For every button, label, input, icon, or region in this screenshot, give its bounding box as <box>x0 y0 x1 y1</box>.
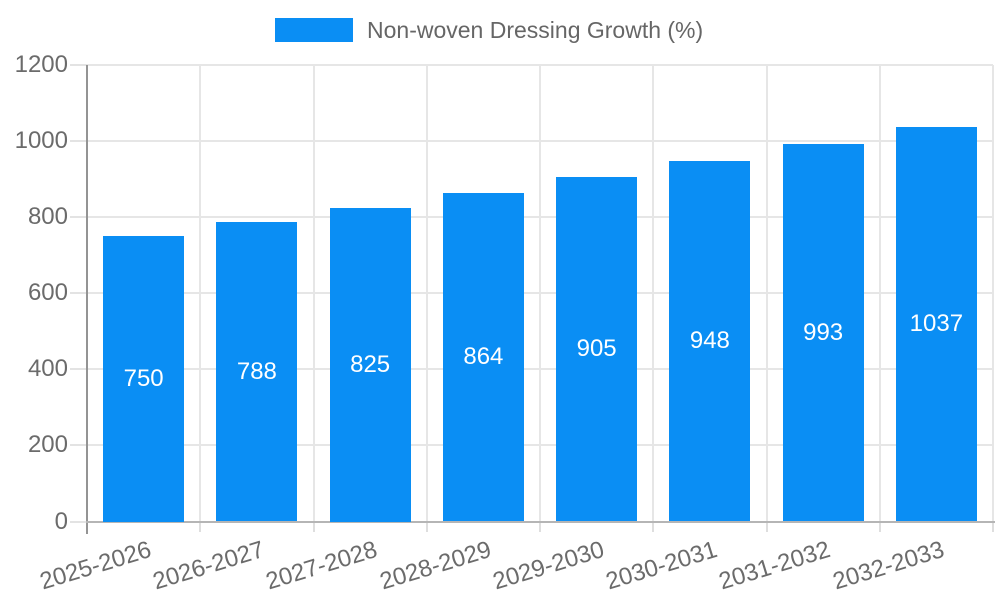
x-axis-tick-label: 2030-2031 <box>602 536 721 596</box>
bar-2028-2029[interactable] <box>442 192 524 522</box>
x-axis-line <box>86 520 995 523</box>
bar-2032-2033[interactable] <box>895 127 977 522</box>
x-axis-tick <box>199 521 202 532</box>
y-axis-tick <box>70 64 87 66</box>
bar-2029-2030[interactable] <box>556 177 638 522</box>
bar-value-label: 948 <box>689 327 730 355</box>
y-axis-tick <box>70 140 87 143</box>
bar-2025-2026[interactable] <box>103 236 185 522</box>
x-axis-tick-label: 2029-2030 <box>489 536 608 596</box>
bar-2027-2028[interactable] <box>329 207 411 522</box>
x-axis-tick <box>425 521 428 532</box>
gridline-vertical <box>765 65 768 522</box>
x-axis-tick-label: 2028-2029 <box>376 536 494 596</box>
bar-2031-2032[interactable] <box>782 143 864 522</box>
y-axis-tick-label: 400 <box>27 355 68 383</box>
gridline-vertical <box>199 65 202 522</box>
bar-2026-2027[interactable] <box>216 221 298 522</box>
gridline-vertical <box>312 65 315 522</box>
x-axis-tick <box>765 521 768 532</box>
x-axis-tick-label: 2032-2033 <box>829 536 947 596</box>
bar-value-label: 905 <box>576 335 617 363</box>
gridline-vertical <box>878 65 881 522</box>
legend-swatch <box>275 18 353 42</box>
legend-label: Non-woven Dressing Growth (%) <box>367 17 704 43</box>
y-axis-tick <box>70 444 87 447</box>
x-axis-tick-label: 2027-2028 <box>263 536 381 596</box>
y-axis-tick <box>70 292 87 295</box>
x-axis-tick <box>652 521 655 532</box>
x-axis-tick <box>539 521 541 532</box>
gridline-vertical <box>652 65 655 522</box>
gridline-vertical <box>539 65 541 522</box>
y-axis-line <box>86 65 88 534</box>
x-axis-tick-label: 2026-2027 <box>149 536 268 596</box>
bar-value-label: 788 <box>236 357 277 385</box>
y-axis-tick <box>70 216 87 219</box>
bar-value-label: 750 <box>123 364 164 392</box>
bar-value-label: 993 <box>803 318 844 346</box>
bar-2030-2031[interactable] <box>669 160 751 522</box>
y-axis-tick <box>70 368 87 371</box>
x-axis-tick <box>878 521 881 532</box>
y-axis-tick-label: 1000 <box>14 127 68 155</box>
x-axis-tick-label: 2025-2026 <box>36 536 155 596</box>
gridline-vertical <box>425 65 428 522</box>
y-axis-tick-label: 600 <box>27 279 68 307</box>
x-axis-tick <box>992 521 994 532</box>
legend-item[interactable]: Non-woven Dressing Growth (%) <box>275 18 703 42</box>
x-axis-tick <box>312 521 315 532</box>
y-axis-tick-label: 200 <box>27 431 68 459</box>
bar-value-label: 1037 <box>909 310 964 338</box>
y-axis-tick <box>70 520 87 523</box>
y-axis-tick-label: 1200 <box>14 51 68 78</box>
y-axis-tick-label: 800 <box>27 203 68 231</box>
bar-value-label: 864 <box>463 343 504 371</box>
gridline-vertical <box>992 65 994 522</box>
y-axis-tick-label: 0 <box>54 507 68 535</box>
bar-value-label: 825 <box>350 350 391 378</box>
x-axis-tick-label: 2031-2032 <box>716 536 834 596</box>
